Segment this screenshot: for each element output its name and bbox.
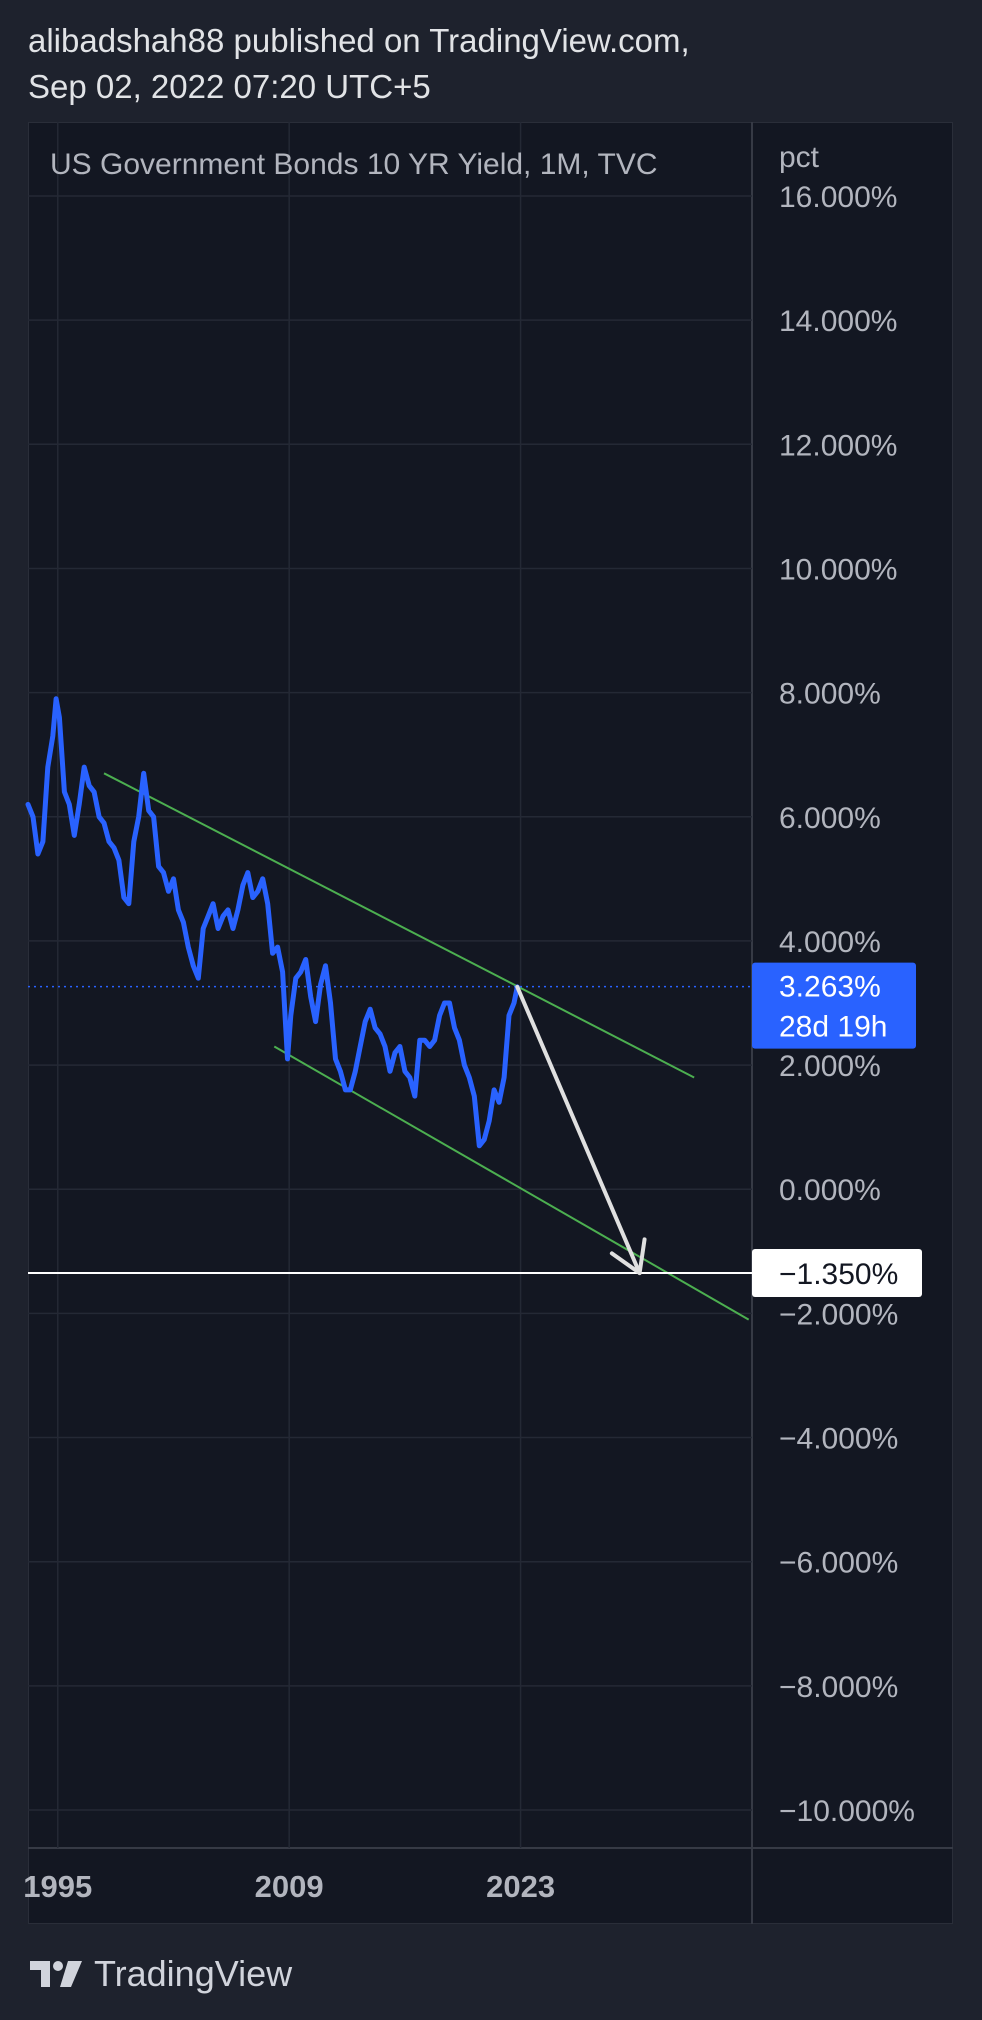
- price-tick-label: −10.000%: [779, 1795, 915, 1828]
- price-axis-unit: pct: [779, 141, 820, 174]
- time-tick-label: 1995: [23, 1869, 92, 1904]
- price-tick-label: −2.000%: [779, 1298, 898, 1331]
- yield-series-line[interactable]: [25, 696, 520, 1149]
- price-tick-label: 6.000%: [779, 802, 881, 835]
- channel-lines[interactable]: [103, 772, 750, 1321]
- countdown-label: 28d 19h: [779, 1011, 887, 1044]
- price-tick-label: 8.000%: [779, 678, 881, 711]
- price-tick-label: 0.000%: [779, 1174, 881, 1207]
- price-tick-label: 16.000%: [779, 181, 897, 214]
- price-tick-label: 10.000%: [779, 553, 897, 586]
- x-grid: [57, 122, 522, 1848]
- tradingview-logo-icon: [30, 1961, 82, 1987]
- brand-name: TradingView: [94, 1953, 293, 1994]
- price-tick-label: 2.000%: [779, 1050, 881, 1083]
- time-tick-label: 2023: [486, 1869, 555, 1904]
- price-tick-label: −6.000%: [779, 1547, 898, 1580]
- price-tick-label: 12.000%: [779, 429, 897, 462]
- time-axis[interactable]: 1995 2009 2023: [23, 1869, 555, 1904]
- grid: [28, 122, 953, 1924]
- target-value-badge: [752, 1249, 922, 1298]
- current-value-badge: [752, 962, 916, 1049]
- price-axis[interactable]: 16.000% 14.000% 12.000% 10.000% 8.000% 6.000%…: [752, 181, 922, 1828]
- channel-upper-line[interactable]: [103, 772, 695, 1079]
- price-tick-label: 4.000%: [779, 926, 881, 959]
- target-value-label: −1.350%: [779, 1258, 898, 1291]
- publisher-line: alibadshah88 published on TradingView.co…: [28, 22, 690, 59]
- current-value-label: 3.263%: [779, 971, 881, 1004]
- publish-date: Sep 02, 2022 07:20 UTC+5: [28, 68, 431, 105]
- price-tick-label: 14.000%: [779, 305, 897, 338]
- price-tick-label: −4.000%: [779, 1423, 898, 1456]
- projection-arrow-head: [609, 1237, 647, 1276]
- projection-arrow-group[interactable]: [515, 984, 647, 1276]
- time-tick-label: 2009: [255, 1869, 324, 1904]
- price-tick-label: −8.000%: [779, 1671, 898, 1704]
- chart-title: US Government Bonds 10 YR Yield, 1M, TVC: [50, 148, 658, 181]
- series-group[interactable]: [25, 696, 520, 1149]
- publish-info: alibadshah88 published on TradingView.co…: [28, 18, 690, 110]
- channel-lower-line[interactable]: [273, 1045, 750, 1321]
- projection-arrow[interactable]: [515, 984, 642, 1276]
- footer[interactable]: TradingView: [28, 1950, 292, 1998]
